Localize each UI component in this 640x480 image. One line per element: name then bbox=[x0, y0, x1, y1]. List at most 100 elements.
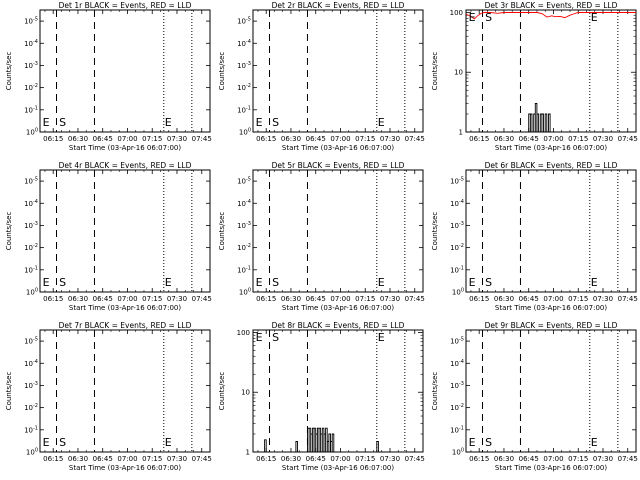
x-tick-label: 07:00 bbox=[117, 455, 137, 463]
marker-e: E bbox=[43, 436, 50, 449]
x-tick-label: 06:45 bbox=[519, 295, 539, 303]
marker-e: E bbox=[43, 116, 50, 129]
detector-panel: Det 8r BLACK = Events, RED = LLD 1 10 100 06… bbox=[218, 321, 425, 472]
x-tick-label: 07:00 bbox=[543, 455, 563, 463]
y-tick-label: 10-1 bbox=[24, 105, 38, 114]
x-tick-label: 06:30 bbox=[281, 295, 301, 303]
x-axis-label: Start Time (03-Apr-16 06:07:00) bbox=[282, 144, 394, 152]
x-tick-label: 07:00 bbox=[330, 295, 350, 303]
panel-title: Det 6r BLACK = Events, RED = LLD bbox=[485, 161, 618, 170]
x-tick-label: 07:15 bbox=[355, 135, 375, 143]
plot-frame bbox=[39, 329, 211, 453]
detector-panel: Det 2r BLACK = Events, RED = LLD 100 10-1 1… bbox=[218, 1, 425, 152]
x-tick-label: 07:30 bbox=[167, 135, 187, 143]
panel-title: Det 1r BLACK = Events, RED = LLD bbox=[59, 1, 192, 10]
x-tick-label: 07:15 bbox=[355, 455, 375, 463]
marker-e: E bbox=[256, 331, 263, 344]
y-tick-label: 10-3 bbox=[450, 381, 464, 390]
detector-panel: Det 7r BLACK = Events, RED = LLD 100 10-1 1… bbox=[5, 321, 212, 472]
x-tick-label: 07:15 bbox=[568, 135, 588, 143]
x-tick-label: 06:45 bbox=[306, 295, 326, 303]
x-tick-label: 06:30 bbox=[494, 455, 514, 463]
y-tick-label: 10-3 bbox=[24, 381, 38, 390]
y-tick-label: 10-4 bbox=[237, 199, 251, 208]
y-tick-label: 10-5 bbox=[237, 17, 251, 26]
y-tick-label: 10-3 bbox=[237, 221, 251, 230]
y-tick-label: 10-5 bbox=[24, 337, 38, 346]
y-tick-label: 10 bbox=[454, 69, 463, 77]
x-tick-label: 07:00 bbox=[543, 295, 563, 303]
x-tick-label: 07:00 bbox=[117, 135, 137, 143]
detector-panel: Det 5r BLACK = Events, RED = LLD 100 10-1 1… bbox=[218, 161, 425, 312]
x-tick-label: 07:00 bbox=[330, 455, 350, 463]
y-axis-label: Counts/sec bbox=[5, 372, 13, 411]
y-tick-label: 100 bbox=[26, 448, 38, 457]
marker-e: E bbox=[591, 11, 598, 24]
x-tick-label: 06:15 bbox=[256, 295, 276, 303]
marker-e: E bbox=[378, 116, 385, 129]
y-tick-label: 10-3 bbox=[24, 221, 38, 230]
x-axis-label: Start Time (03-Apr-16 06:07:00) bbox=[69, 144, 181, 152]
x-tick-label: 06:30 bbox=[494, 295, 514, 303]
detector-panel: Det 1r BLACK = Events, RED = LLD 100 10-1 1… bbox=[5, 1, 212, 152]
y-axis-label: Counts/sec bbox=[218, 372, 226, 411]
x-tick-label: 07:30 bbox=[593, 135, 613, 143]
x-tick-label: 06:15 bbox=[469, 295, 489, 303]
y-tick-label: 10-1 bbox=[24, 265, 38, 274]
y-tick-label: 10-3 bbox=[450, 221, 464, 230]
x-tick-label: 07:00 bbox=[330, 135, 350, 143]
x-tick-label: 07:45 bbox=[405, 455, 425, 463]
data-series bbox=[264, 427, 379, 452]
x-axis-label: Start Time (03-Apr-16 06:07:00) bbox=[69, 304, 181, 312]
x-tick-label: 06:30 bbox=[281, 135, 301, 143]
y-tick-label: 1 bbox=[459, 129, 463, 137]
x-tick-label: 07:30 bbox=[167, 455, 187, 463]
plot-frame bbox=[252, 9, 424, 133]
plot-frame bbox=[465, 329, 637, 453]
y-axis-label: Counts/sec bbox=[5, 212, 13, 251]
marker-e: E bbox=[256, 116, 263, 129]
marker-e: E bbox=[591, 276, 598, 289]
y-tick-label: 10-2 bbox=[237, 83, 251, 92]
x-tick-label: 07:00 bbox=[543, 135, 563, 143]
x-axis-label: Start Time (03-Apr-16 06:07:00) bbox=[282, 304, 394, 312]
x-tick-label: 07:15 bbox=[568, 295, 588, 303]
y-tick-label: 10-4 bbox=[24, 199, 38, 208]
plot-frame bbox=[39, 169, 211, 293]
marker-e: E bbox=[469, 436, 476, 449]
x-tick-label: 07:45 bbox=[618, 455, 638, 463]
x-tick-label: 06:30 bbox=[494, 135, 514, 143]
x-tick-label: 06:15 bbox=[43, 295, 63, 303]
data-series bbox=[465, 12, 636, 20]
marker-e: E bbox=[469, 11, 476, 24]
x-tick-label: 06:45 bbox=[519, 135, 539, 143]
x-tick-label: 07:30 bbox=[593, 455, 613, 463]
marker-e: E bbox=[165, 436, 172, 449]
y-tick-label: 10-1 bbox=[450, 425, 464, 434]
x-tick-label: 06:45 bbox=[306, 135, 326, 143]
y-tick-label: 100 bbox=[237, 329, 250, 337]
detector-panel: Det 6r BLACK = Events, RED = LLD 100 10-1 1… bbox=[431, 161, 638, 312]
panel-title: Det 8r BLACK = Events, RED = LLD bbox=[272, 321, 405, 330]
y-tick-label: 1 bbox=[246, 449, 250, 457]
x-tick-label: 07:30 bbox=[593, 295, 613, 303]
marker-s: S bbox=[485, 436, 492, 449]
y-tick-label: 100 bbox=[450, 9, 463, 17]
y-tick-label: 10-2 bbox=[24, 243, 38, 252]
panel-title: Det 9r BLACK = Events, RED = LLD bbox=[485, 321, 618, 330]
y-tick-label: 10-4 bbox=[450, 199, 464, 208]
plot-frame bbox=[465, 9, 637, 133]
data-series bbox=[528, 103, 551, 133]
panel-title: Det 2r BLACK = Events, RED = LLD bbox=[272, 1, 405, 10]
panel-title: Det 4r BLACK = Events, RED = LLD bbox=[59, 161, 192, 170]
y-tick-label: 10-4 bbox=[237, 39, 251, 48]
x-axis-label: Start Time (03-Apr-16 06:07:00) bbox=[495, 464, 607, 472]
x-tick-label: 07:45 bbox=[618, 295, 638, 303]
x-tick-label: 07:00 bbox=[117, 295, 137, 303]
x-tick-label: 06:30 bbox=[281, 455, 301, 463]
y-tick-label: 10-4 bbox=[24, 359, 38, 368]
x-tick-label: 06:45 bbox=[93, 455, 113, 463]
y-axis-label: Counts/sec bbox=[218, 52, 226, 91]
plot-frame bbox=[39, 9, 211, 133]
y-tick-label: 100 bbox=[239, 128, 251, 137]
